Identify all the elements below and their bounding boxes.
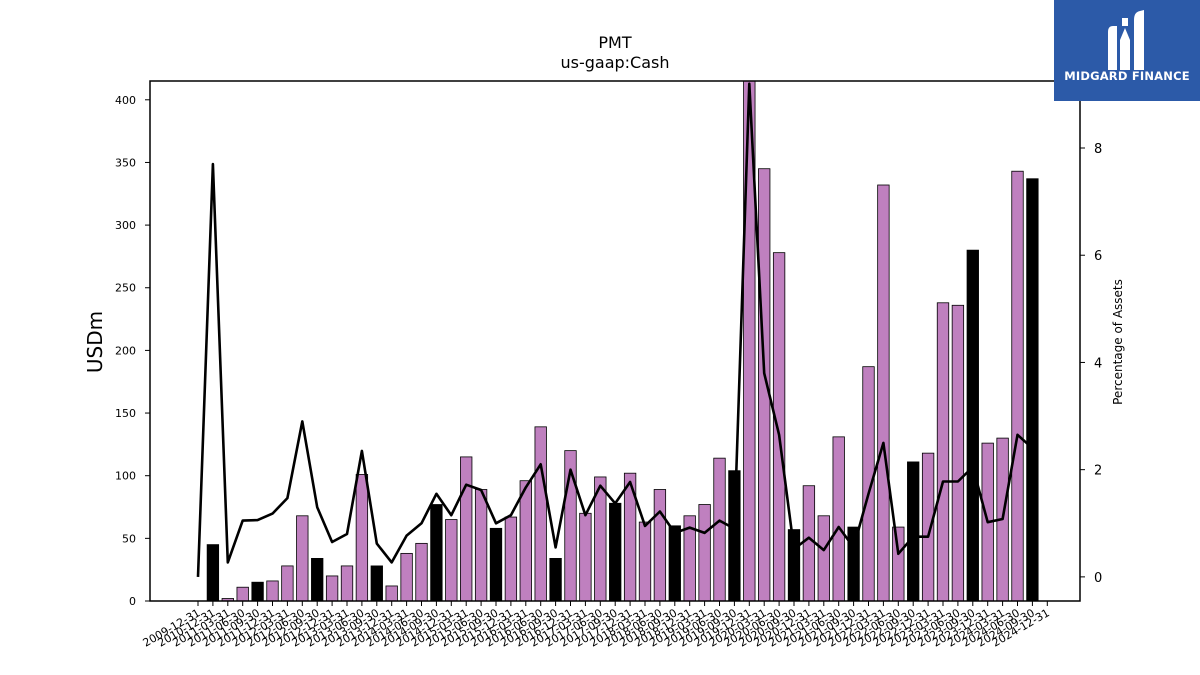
y2-tick-label: 0 [1094, 571, 1102, 586]
bar-2022-03-31 [877, 184, 890, 601]
midgard-finance-logo: MIDGARD FINANCE [1054, 0, 1200, 101]
bar-2017-09-30 [609, 502, 622, 601]
bar-2013-06-30 [355, 474, 369, 601]
bar-2023-06-30 [951, 304, 965, 601]
bar-2012-09-30 [311, 557, 324, 601]
bar-2016-06-30 [534, 426, 547, 601]
bar-2024-06-30 [1011, 170, 1024, 601]
bar-2018-06-30 [653, 489, 667, 601]
bar-2022-06-30 [892, 526, 905, 601]
bar-2017-06-30 [594, 476, 607, 601]
bar-2015-09-30 [489, 527, 503, 601]
y-tick-label: 250 [115, 282, 136, 295]
chart-subtitle: us-gaap:Cash [560, 53, 669, 72]
bar-2016-09-30 [549, 557, 562, 601]
bar-2021-09-30 [847, 526, 860, 601]
logo-text: MIDGARD FINANCE [1064, 69, 1190, 83]
bar-2012-06-30 [296, 515, 309, 601]
bar-2011-09-30 [251, 581, 264, 601]
bar-2022-09-30 [907, 461, 920, 601]
bar-2022-12-31 [921, 452, 935, 601]
bar-2013-09-30 [370, 565, 383, 601]
bar-2015-03-31 [460, 456, 473, 601]
y-tick-label: 100 [115, 470, 136, 483]
bar-2014-06-30 [415, 542, 428, 601]
bar-2018-09-30 [668, 525, 681, 601]
y-tick-label: 0 [129, 595, 136, 608]
bar-2015-06-30 [474, 489, 488, 601]
midgard-logo-mark-icon [1108, 10, 1144, 70]
bar-2020-03-31 [758, 168, 771, 601]
y-tick-label: 50 [122, 532, 136, 545]
bar-2023-09-30 [966, 249, 979, 601]
y2-axis-label: Percentage of Assets [1111, 279, 1125, 405]
bar-2010-12-31 [206, 544, 220, 601]
bar-2024-09-30 [1026, 178, 1039, 601]
y2-tick-label: 2 [1094, 464, 1102, 479]
bar-2012-03-31 [281, 565, 294, 601]
bar-series [206, 81, 1039, 601]
bar-2023-03-31 [936, 302, 950, 601]
bar-2017-03-31 [579, 512, 592, 601]
y-tick-label: 200 [115, 344, 136, 357]
bar-2019-12-31 [743, 81, 756, 601]
y2-tick-label: 6 [1094, 249, 1102, 264]
bar-2019-06-30 [713, 457, 726, 601]
bar-2011-06-30 [236, 586, 249, 601]
bar-2012-12-31 [325, 575, 339, 601]
bar-2017-12-31 [623, 472, 637, 601]
y-axis-label: USDm [83, 311, 107, 373]
bar-2016-12-31 [564, 450, 577, 601]
bar-2021-06-30 [832, 436, 845, 601]
y2-tick-label: 8 [1094, 142, 1102, 157]
bar-2014-12-31 [445, 519, 458, 601]
bar-2018-03-31 [638, 521, 652, 601]
bar-2015-12-31 [504, 516, 518, 601]
y-tick-label: 300 [115, 219, 136, 232]
bar-2021-03-31 [817, 515, 830, 601]
bar-2016-03-31 [519, 480, 532, 601]
y2-tick-label: 4 [1094, 356, 1102, 371]
y-tick-label: 150 [115, 407, 136, 420]
bar-2020-06-30 [772, 252, 786, 601]
percentage-line [196, 82, 1034, 577]
bar-2011-12-31 [266, 580, 279, 601]
bar-2013-12-31 [385, 585, 398, 601]
bar-2014-03-31 [400, 552, 413, 601]
percentage-line-series [196, 82, 1034, 577]
bar-2014-09-30 [430, 504, 443, 601]
chart-title: PMT [598, 33, 631, 52]
bar-2013-03-31 [340, 565, 354, 601]
bar-2020-12-31 [802, 485, 816, 601]
y-tick-label: 350 [115, 156, 136, 169]
bar-2019-03-31 [698, 504, 711, 601]
y-tick-label: 400 [115, 94, 136, 107]
